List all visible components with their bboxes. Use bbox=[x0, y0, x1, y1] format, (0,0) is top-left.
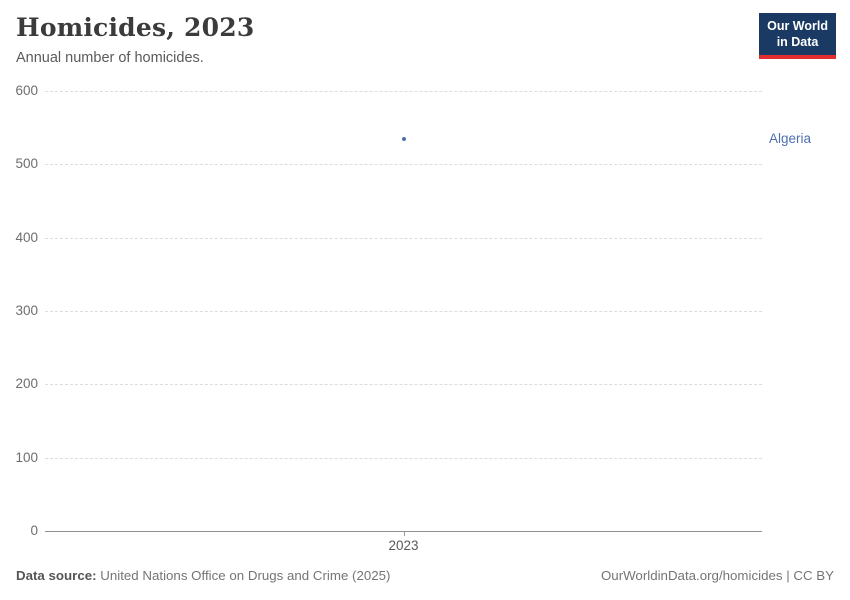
chart-subtitle: Annual number of homicides. bbox=[16, 50, 204, 66]
entity-label: Algeria bbox=[769, 130, 812, 146]
chart-footer: Data source: United Nations Office on Dr… bbox=[16, 568, 834, 583]
data-source-text: United Nations Office on Drugs and Crime… bbox=[100, 568, 391, 583]
data-source-label: Data source: bbox=[16, 568, 97, 583]
y-axis-tick-label: 300 bbox=[15, 303, 38, 318]
y-axis-tick-label: 500 bbox=[15, 156, 38, 172]
y-axis-tick-label: 0 bbox=[30, 523, 38, 538]
owid-logo-line1: Our World bbox=[767, 19, 828, 33]
x-axis-tick-label: 2023 bbox=[388, 538, 419, 553]
y-axis-tick-label: 400 bbox=[15, 229, 38, 245]
gridline bbox=[45, 91, 762, 92]
gridline bbox=[45, 311, 762, 312]
data-point bbox=[401, 136, 406, 141]
gridline bbox=[45, 237, 762, 239]
page-title: Homicides, 2023 bbox=[16, 13, 255, 42]
gridline bbox=[45, 164, 762, 166]
chart-titles: Homicides, 2023 Annual number of homicid… bbox=[16, 13, 254, 67]
gridline bbox=[45, 457, 762, 459]
y-axis-tick-label: 200 bbox=[15, 376, 38, 392]
y-axis-tick-label: 100 bbox=[15, 449, 38, 465]
owid-logo: Our World in Data bbox=[759, 13, 836, 60]
owid-logo-line2: in Data bbox=[776, 34, 819, 49]
gridline bbox=[45, 384, 762, 386]
license-note: OurWorldinData.org/homicides | CC BY bbox=[600, 568, 834, 583]
data-source-note: Data source: United Nations Office on Dr… bbox=[16, 568, 390, 583]
chart-header: Homicides, 2023 Annual number of homicid… bbox=[16, 13, 836, 67]
y-axis-tick-label: 600 bbox=[15, 83, 38, 98]
x-axis-tick bbox=[403, 531, 405, 536]
